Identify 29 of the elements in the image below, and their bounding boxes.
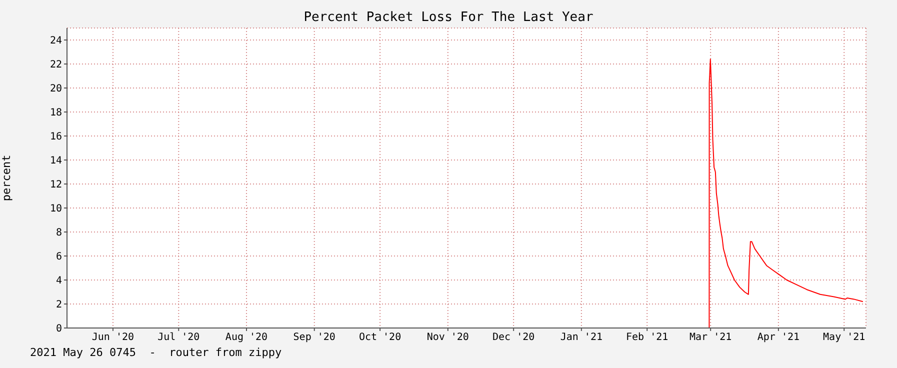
y-tick-label: 4 — [56, 276, 62, 287]
y-tick-label: 0 — [56, 324, 62, 335]
x-tick-label: Nov '20 — [426, 332, 469, 344]
y-tick-label: 22 — [50, 60, 62, 71]
y-tick-label: 12 — [50, 180, 62, 191]
x-tick-label: Dec '20 — [492, 332, 535, 344]
x-tick-label: Jul '20 — [158, 332, 200, 344]
y-tick-label: 20 — [50, 84, 62, 95]
y-tick-label: 10 — [50, 204, 62, 215]
x-tick-label: Sep '20 — [293, 332, 336, 344]
x-tick-label: Apr '21 — [757, 332, 800, 344]
x-tick-label: May '21 — [823, 332, 866, 344]
line-series — [708, 58, 864, 328]
y-tick-label: 18 — [50, 108, 62, 119]
x-tick-label: Feb '21 — [626, 332, 668, 344]
y-tick-label: 8 — [56, 228, 62, 239]
y-tick-label: 2 — [56, 300, 62, 311]
x-tick-label: Jan '21 — [560, 332, 603, 344]
x-tick-label: Mar '21 — [690, 332, 732, 344]
y-tick-label: 24 — [50, 36, 62, 47]
x-tick-label: Oct '20 — [358, 332, 402, 344]
chart-title: Percent Packet Loss For The Last Year — [302, 10, 594, 25]
x-tick-label: Jun '20 — [92, 332, 134, 344]
y-tick-label: 6 — [56, 252, 62, 263]
y-tick-label: 14 — [50, 156, 62, 167]
x-tick-label: Aug '20 — [225, 332, 268, 344]
y-tick-label: 16 — [50, 132, 62, 143]
text: 2021 May 26 0745 - router from zippy — [30, 346, 282, 359]
y-axis-title: percent — [0, 154, 13, 202]
